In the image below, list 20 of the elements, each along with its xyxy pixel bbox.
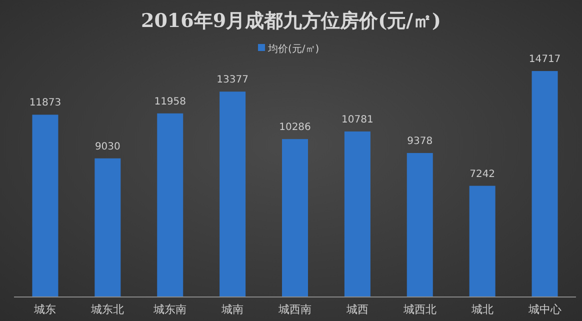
x-tick-label: 城东 — [33, 303, 56, 316]
data-label: 10781 — [342, 114, 374, 126]
x-tick-label: 城北 — [470, 303, 494, 316]
data-label: 11873 — [29, 98, 62, 109]
data-label: 11958 — [154, 96, 186, 108]
data-label: 7242 — [470, 168, 496, 180]
x-tick-label: 城西 — [345, 303, 368, 316]
legend-label: 均价(元/㎡) — [267, 43, 320, 55]
x-tick-label: 城东南 — [152, 303, 187, 316]
data-label: 14717 — [528, 54, 561, 66]
x-tick-label: 城南 — [220, 303, 244, 316]
x-tick-label: 城中心 — [527, 303, 562, 316]
data-label: 10286 — [279, 122, 311, 134]
x-tick-label: 城东北 — [90, 303, 124, 316]
data-label: 13377 — [216, 74, 248, 86]
x-tick-label: 城西北 — [402, 303, 436, 316]
chart-title: 2016年9月成都九方位房价(元/㎡) — [140, 10, 442, 32]
data-label: 9378 — [407, 136, 433, 148]
data-label: 9030 — [94, 141, 120, 152]
x-tick-label: 城西南 — [278, 303, 312, 316]
